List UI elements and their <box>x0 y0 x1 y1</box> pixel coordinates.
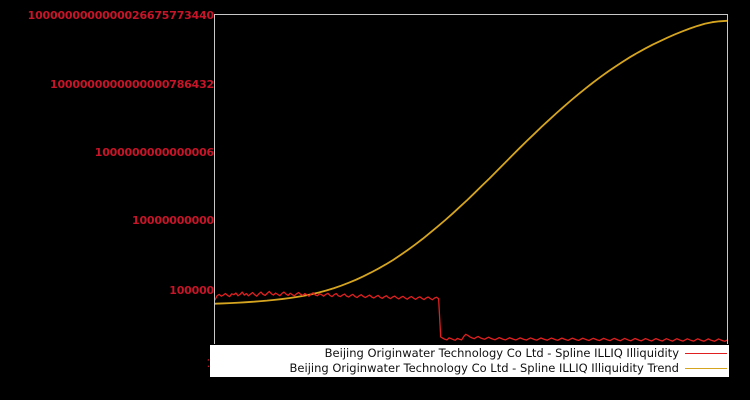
trend-line-series <box>215 19 727 305</box>
legend-item-label: Beijing Originwater Technology Co Ltd - … <box>289 361 679 375</box>
plot-canvas <box>215 19 727 342</box>
legend-item-illiquidity[interactable]: Beijing Originwater Technology Co Ltd - … <box>210 346 729 361</box>
y-axis-tick-label: 1000000000000000786432 <box>50 78 214 91</box>
y-axis-tick-label: 10000000000 <box>132 214 214 227</box>
legend-item-illiquidity-trend[interactable]: Beijing Originwater Technology Co Ltd - … <box>210 361 729 376</box>
legend-line-swatch-icon <box>685 368 727 369</box>
chart-legend: Beijing Originwater Technology Co Ltd - … <box>209 344 730 378</box>
plot-area <box>214 14 728 375</box>
y-axis-tick-label: 1000000000000026675773440 <box>27 9 215 22</box>
legend-item-label: Beijing Originwater Technology Co Ltd - … <box>324 346 679 360</box>
y-axis-tick-label: 100000 <box>169 284 214 297</box>
y-axis-tick-label: 1000000000000006 <box>94 146 214 159</box>
legend-line-swatch-icon <box>685 353 727 354</box>
illiquidity-line-series <box>215 290 727 342</box>
